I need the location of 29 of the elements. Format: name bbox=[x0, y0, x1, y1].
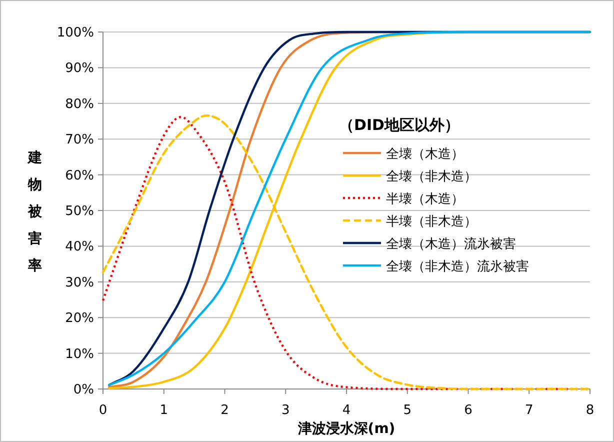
x-tick-label: 3 bbox=[281, 403, 290, 418]
x-tick-label: 0 bbox=[98, 403, 108, 418]
y-tick-label: 90% bbox=[65, 61, 94, 76]
y-axis-title: 建物被害率 bbox=[27, 150, 43, 274]
x-tick-label: 1 bbox=[160, 403, 168, 418]
y-tick-label: 60% bbox=[65, 168, 94, 184]
x-tick-label: 5 bbox=[403, 403, 412, 418]
legend-label: 全壊（木造）流氷被害 bbox=[386, 236, 516, 252]
y-tick-label: 70% bbox=[65, 132, 94, 148]
x-tick-label: 4 bbox=[342, 403, 351, 418]
y-tick-label: 0% bbox=[73, 382, 94, 398]
legend-label: 半壊（非木造） bbox=[386, 214, 477, 230]
legend-label: 半壊（木造） bbox=[386, 192, 464, 207]
x-tick-label: 2 bbox=[220, 403, 229, 418]
y-tick-label: 40% bbox=[65, 240, 94, 255]
x-tick-label: 6 bbox=[464, 403, 472, 418]
y-tick-label: 50% bbox=[65, 204, 94, 219]
legend-label: 全壊（非木造） bbox=[386, 170, 477, 184]
x-tick-label: 8 bbox=[586, 403, 594, 418]
y-tick-label: 30% bbox=[65, 275, 94, 290]
legend-title: （DID地区以外） bbox=[339, 116, 460, 134]
legend-label: 全壊（木造） bbox=[386, 147, 464, 162]
y-tick-label: 20% bbox=[65, 311, 94, 326]
legend-label: 全壊（非木造）流氷被害 bbox=[386, 258, 529, 274]
x-axis-title: 津波浸水深(m) bbox=[296, 421, 396, 437]
x-tick-label: 7 bbox=[524, 403, 534, 418]
y-tick-label: 100% bbox=[56, 26, 94, 40]
y-tick-label: 80% bbox=[65, 96, 94, 112]
y-tick-label: 10% bbox=[65, 346, 94, 362]
